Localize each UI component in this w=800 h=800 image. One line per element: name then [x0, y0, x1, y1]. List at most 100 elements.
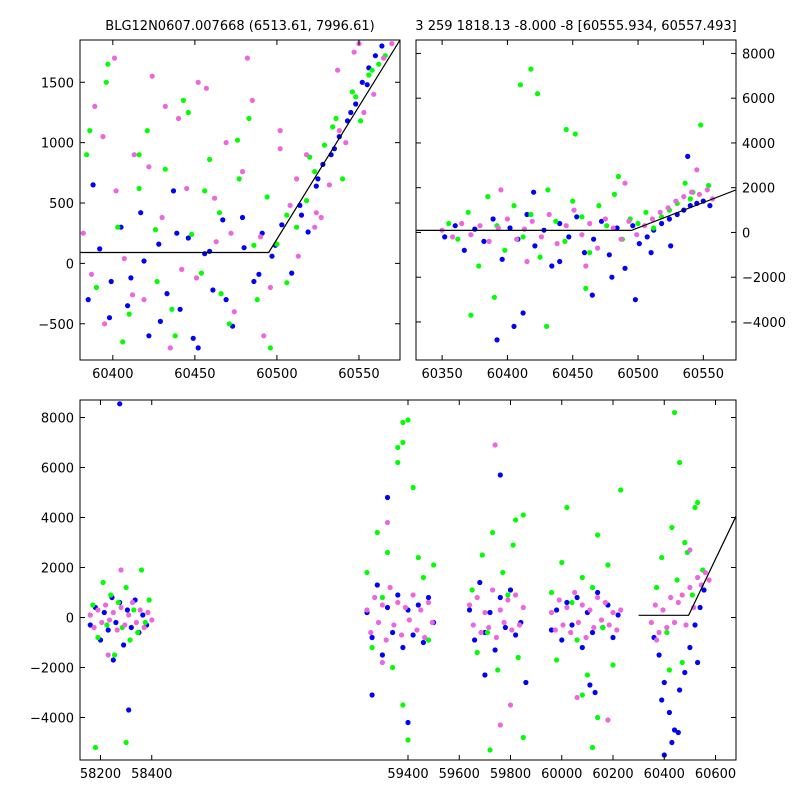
data-point — [164, 291, 170, 297]
data-point — [477, 223, 483, 229]
data-point — [689, 189, 695, 195]
data-point — [390, 629, 396, 636]
data-point — [185, 235, 191, 241]
data-point — [476, 263, 482, 269]
data-point — [144, 128, 150, 134]
data-point — [138, 567, 145, 573]
data-point — [556, 597, 562, 603]
data-point — [400, 702, 406, 708]
y-tick-label: 8000 — [41, 412, 74, 427]
top-right-scatter-panel: 60350 60400 60450 60500 60550 −4000 −2000 0 2000… — [415, 19, 786, 382]
y-tick-label: 8000 — [742, 47, 775, 62]
data-point — [121, 642, 127, 648]
x-tick-label: 60550 — [683, 367, 724, 382]
data-point — [654, 584, 660, 591]
data-point — [497, 607, 503, 613]
data-point — [575, 619, 582, 626]
data-point — [400, 419, 406, 426]
data-point — [549, 263, 555, 269]
data-point — [666, 667, 673, 673]
data-point — [595, 594, 601, 601]
data-point — [420, 574, 426, 581]
data-point — [383, 637, 389, 643]
data-point — [446, 220, 452, 227]
data-point — [702, 569, 708, 576]
data-point — [520, 604, 526, 611]
x-tick-label: 60400 — [92, 367, 133, 382]
x-tick-label: 58400 — [131, 767, 172, 782]
data-point — [610, 662, 616, 668]
data-point — [692, 504, 698, 511]
data-point — [520, 512, 526, 518]
x-tick-label: 59600 — [439, 767, 480, 782]
data-point — [554, 241, 560, 247]
data-point — [504, 216, 510, 222]
data-point — [313, 210, 319, 216]
data-point — [124, 607, 130, 613]
data-point — [648, 619, 655, 626]
data-point — [174, 230, 180, 236]
data-point — [595, 714, 601, 721]
data-point — [554, 607, 560, 613]
data-point — [381, 55, 387, 61]
data-point — [574, 637, 580, 643]
data-point — [587, 250, 593, 256]
data-point — [687, 196, 693, 202]
data-point — [442, 234, 448, 240]
data-point — [100, 134, 106, 140]
data-point — [405, 417, 411, 423]
y-tick-label: −4000 — [742, 316, 786, 331]
data-point — [591, 236, 597, 242]
data-point — [142, 619, 148, 626]
y-tick-label: −4000 — [30, 712, 74, 727]
data-point — [313, 183, 319, 189]
data-point — [563, 223, 569, 229]
data-point — [239, 214, 246, 221]
data-point — [485, 194, 491, 200]
data-point — [125, 303, 131, 309]
data-point — [104, 622, 110, 628]
data-point — [353, 94, 359, 100]
data-point — [425, 599, 432, 606]
data-point — [661, 679, 667, 686]
data-point — [372, 594, 378, 601]
data-point — [614, 627, 620, 633]
y-tick-label: −2000 — [742, 271, 786, 286]
data-point — [103, 79, 109, 85]
data-point — [529, 218, 535, 224]
data-point — [101, 609, 107, 616]
data-point — [544, 323, 550, 329]
data-point — [659, 554, 665, 561]
data-point — [671, 727, 678, 733]
chart-title: 3 259 1818.13 -8.000 -8 [60555.934, 6055… — [415, 19, 736, 34]
data-point — [207, 248, 213, 254]
data-point — [511, 323, 517, 329]
data-point — [579, 214, 585, 220]
data-point — [405, 737, 411, 743]
data-point — [333, 115, 339, 122]
data-point — [559, 559, 565, 566]
data-point — [491, 294, 497, 300]
data-point — [677, 459, 683, 466]
data-point — [564, 504, 570, 511]
data-point — [379, 659, 385, 666]
data-point — [303, 152, 310, 158]
data-point — [501, 619, 507, 626]
model-line — [638, 516, 736, 616]
data-point — [652, 602, 658, 608]
y-tick-label: 2000 — [41, 562, 74, 577]
data-point — [511, 203, 517, 209]
data-point — [468, 312, 474, 318]
data-point — [269, 253, 275, 259]
data-point — [223, 140, 229, 146]
data-point — [481, 238, 487, 244]
data-point — [524, 258, 530, 265]
data-point — [102, 321, 108, 327]
data-point — [677, 687, 683, 693]
data-point — [118, 567, 124, 573]
data-point — [634, 232, 640, 238]
data-point — [598, 617, 605, 623]
data-point — [589, 744, 596, 751]
data-point — [371, 91, 377, 97]
data-point — [531, 189, 537, 195]
